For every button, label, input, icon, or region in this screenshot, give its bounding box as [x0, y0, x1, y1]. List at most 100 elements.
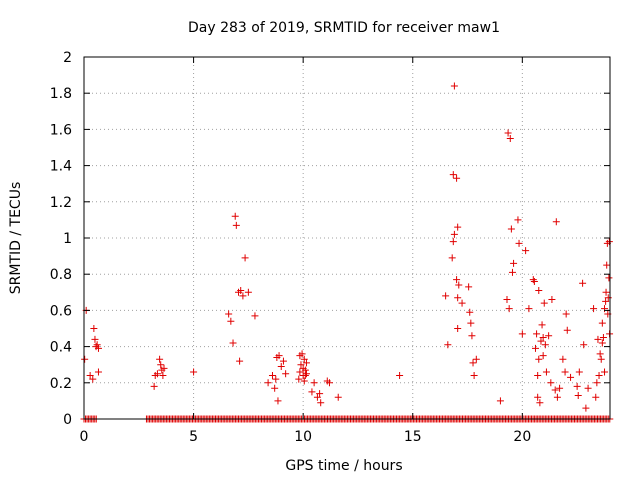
- data-point: [310, 379, 318, 387]
- data-point: [590, 305, 598, 313]
- data-point: [444, 341, 452, 349]
- data-point: [300, 377, 308, 385]
- x-tick-label: 20: [513, 429, 531, 445]
- data-point: [244, 288, 252, 296]
- data-point: [90, 325, 98, 332]
- data-point: [542, 368, 550, 376]
- data-point: [190, 368, 198, 376]
- data-point: [534, 393, 542, 401]
- data-point: [604, 294, 612, 302]
- data-point: [300, 355, 308, 363]
- data-point: [535, 355, 543, 363]
- data-point: [453, 276, 461, 284]
- data-point: [533, 330, 541, 338]
- data-point: [94, 344, 102, 352]
- data-points: [81, 82, 614, 412]
- data-point: [503, 296, 511, 304]
- data-point: [530, 277, 538, 285]
- data-point: [295, 375, 303, 383]
- data-point: [239, 292, 247, 300]
- data-point: [81, 355, 89, 363]
- data-point: [525, 305, 533, 313]
- data-point: [522, 247, 530, 255]
- data-point: [296, 368, 304, 376]
- data-point: [515, 239, 523, 247]
- data-point: [313, 393, 321, 401]
- data-point: [157, 361, 165, 369]
- y-tick-label: 0.6: [50, 303, 72, 319]
- data-point: [601, 305, 609, 313]
- data-point: [156, 355, 164, 363]
- data-point: [308, 388, 316, 396]
- data-point: [537, 337, 545, 345]
- x-axis-label: GPS time / hours: [285, 458, 402, 474]
- data-point: [593, 379, 601, 387]
- data-point: [506, 134, 514, 142]
- y-tick-labels: 0 0.2 0.4 0.6 0.8 1 1.2 1.4 1.6 1.8 2: [50, 50, 72, 428]
- data-point: [271, 384, 279, 392]
- data-point: [89, 375, 97, 383]
- data-point: [150, 382, 158, 390]
- data-point: [599, 334, 607, 342]
- data-point: [584, 384, 592, 392]
- data-point: [465, 283, 473, 291]
- data-point: [325, 379, 333, 387]
- data-point: [573, 382, 581, 390]
- data-point: [597, 355, 605, 363]
- data-point: [518, 330, 526, 338]
- data-point: [455, 281, 463, 289]
- data-point: [317, 399, 325, 407]
- data-point: [559, 355, 567, 363]
- y-tick-label: 0.8: [50, 267, 72, 283]
- data-point: [536, 399, 544, 407]
- data-point: [272, 375, 280, 383]
- data-point: [334, 393, 342, 401]
- data-point: [508, 268, 516, 276]
- data-point: [86, 372, 94, 380]
- data-point: [316, 390, 324, 398]
- data-point: [301, 366, 309, 374]
- data-point: [563, 326, 571, 334]
- data-point: [94, 368, 102, 376]
- data-point: [467, 319, 475, 327]
- data-point: [453, 174, 461, 182]
- y-tick-label: 0: [63, 412, 72, 428]
- data-point: [579, 279, 587, 287]
- data-point: [504, 129, 512, 137]
- chart-title: Day 283 of 2019, SRMTID for receiver maw…: [188, 20, 500, 36]
- y-tick-label: 0.2: [50, 376, 72, 392]
- data-point: [580, 341, 588, 349]
- y-tick-label: 1: [63, 231, 72, 247]
- data-point: [538, 321, 546, 329]
- data-point: [275, 352, 283, 360]
- data-point: [529, 276, 537, 284]
- data-point: [466, 308, 474, 316]
- x-tick-label: 15: [404, 429, 422, 445]
- data-point: [277, 363, 285, 371]
- data-point: [601, 368, 609, 376]
- data-point: [232, 221, 240, 229]
- data-point: [468, 332, 476, 340]
- data-point: [454, 325, 462, 332]
- data-point: [302, 359, 310, 367]
- data-point: [282, 370, 290, 378]
- data-point: [274, 397, 282, 405]
- data-point: [496, 397, 504, 405]
- grid-lines: [84, 57, 610, 419]
- data-point: [582, 404, 590, 412]
- data-point: [229, 339, 237, 347]
- data-point: [552, 218, 560, 226]
- x-tick-label: 10: [294, 429, 312, 445]
- data-point: [553, 393, 561, 401]
- y-axis-label: SRMTID / TECUs: [8, 182, 24, 295]
- data-point: [535, 286, 543, 294]
- data-point: [548, 296, 556, 304]
- data-point: [297, 361, 305, 369]
- data-point: [598, 339, 606, 347]
- data-point: [251, 312, 259, 320]
- data-point: [561, 368, 569, 376]
- data-point: [556, 384, 564, 392]
- data-point: [602, 288, 610, 296]
- data-point: [605, 238, 613, 246]
